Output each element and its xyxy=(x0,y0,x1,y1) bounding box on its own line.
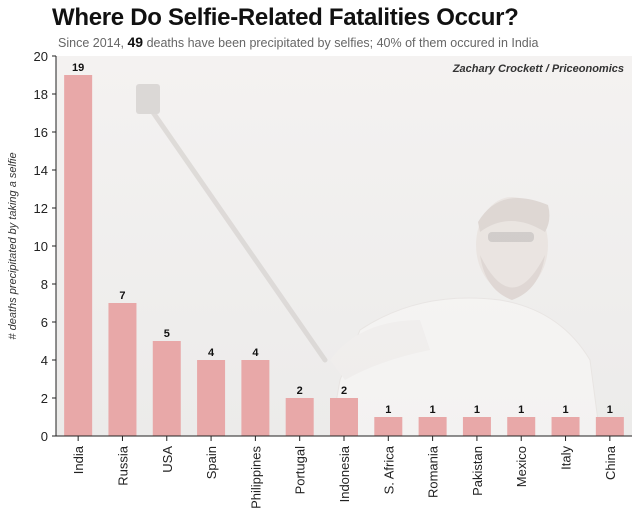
y-tick-label: 10 xyxy=(34,239,48,254)
chart-title: Where Do Selfie-Related Fatalities Occur… xyxy=(52,4,519,31)
y-axis-label: # deaths precipitated by taking a selfie xyxy=(7,152,19,339)
bar-value-label: 19 xyxy=(72,62,84,74)
x-tick-label: Italy xyxy=(559,446,574,470)
subtitle-count: 49 xyxy=(127,34,144,50)
bar-value-label: 5 xyxy=(164,328,170,340)
bar-value-label: 4 xyxy=(208,347,215,359)
bars: 19 7 5 4 4 2 2 1 1 1 1 1 1 xyxy=(64,62,624,436)
x-tick-label: S. Africa xyxy=(381,445,396,494)
bar xyxy=(108,303,137,436)
sunglasses xyxy=(488,232,534,242)
x-tick-label: China xyxy=(603,445,618,480)
x-tick-label: Russia xyxy=(115,445,130,486)
person-arm xyxy=(330,320,430,380)
bar xyxy=(197,360,226,436)
bar-value-label: 1 xyxy=(385,404,391,416)
bar-value-label: 1 xyxy=(518,404,524,416)
bar xyxy=(64,75,93,436)
subtitle-pre: Since 2014, xyxy=(58,36,125,50)
bar-value-label: 1 xyxy=(562,404,568,416)
bar xyxy=(462,417,491,436)
x-tick-label: India xyxy=(71,445,86,474)
x-tick-label: Pakistan xyxy=(470,446,485,496)
x-tick-label: Indonesia xyxy=(337,445,352,502)
y-tick-label: 18 xyxy=(34,87,48,102)
bar xyxy=(595,417,624,436)
x-tick-label: Romania xyxy=(426,445,441,498)
bar-value-label: 1 xyxy=(430,404,436,416)
x-tick-label: Portugal xyxy=(293,446,308,495)
bar-value-label: 1 xyxy=(607,404,613,416)
y-tick-label: 0 xyxy=(41,429,48,444)
bar xyxy=(551,417,580,436)
y-tick-label: 6 xyxy=(41,315,48,330)
y-tick-label: 20 xyxy=(34,49,48,64)
bar-value-label: 4 xyxy=(252,347,259,359)
bar xyxy=(418,417,447,436)
bar xyxy=(285,398,314,436)
bar-value-label: 1 xyxy=(474,404,480,416)
x-tick-label: Mexico xyxy=(514,446,529,487)
background-photo xyxy=(136,84,601,437)
phone xyxy=(136,84,160,114)
selfie-stick xyxy=(147,105,328,363)
bar-value-label: 2 xyxy=(341,385,347,397)
y-tick-label: 14 xyxy=(34,163,48,178)
chart-credit: Zachary Crockett / Priceonomics xyxy=(452,63,624,75)
bar xyxy=(330,398,358,436)
subtitle-post: deaths have been precipitated by selfies… xyxy=(146,36,539,50)
x-tick-label: Philippines xyxy=(248,446,263,509)
y-tick-label: 16 xyxy=(34,125,48,140)
y-tick-label: 8 xyxy=(41,277,48,292)
x-tick-label: Spain xyxy=(204,446,219,479)
y-axis: 0 2 4 6 8 10 12 14 16 18 20 xyxy=(34,49,57,444)
bar-value-label: 7 xyxy=(119,290,125,302)
bar xyxy=(507,417,536,436)
bar xyxy=(152,341,181,436)
y-tick-label: 4 xyxy=(41,353,48,368)
y-tick-label: 12 xyxy=(34,201,48,216)
bar-value-label: 2 xyxy=(297,385,303,397)
x-axis: India Russia USA Spain Philippines Portugal In… xyxy=(56,435,632,509)
bar xyxy=(374,417,403,436)
chart-subtitle: Since 2014, 49 deaths have been precipit… xyxy=(58,34,539,50)
person-hair xyxy=(478,197,550,232)
person-beard xyxy=(480,255,545,300)
bar xyxy=(241,360,270,436)
y-tick-label: 2 xyxy=(41,391,48,406)
x-tick-label: USA xyxy=(160,446,175,473)
